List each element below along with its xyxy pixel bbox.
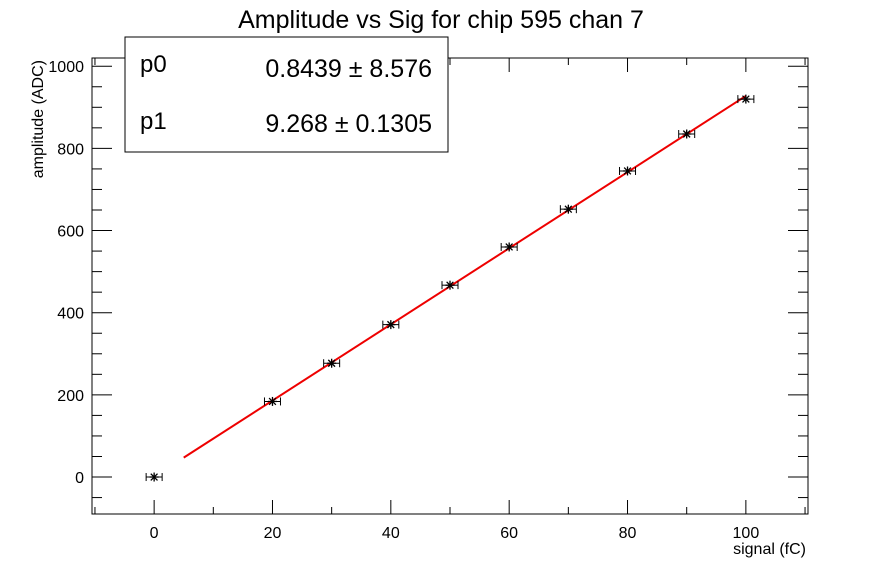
star-marker xyxy=(268,397,277,406)
data-point xyxy=(678,129,696,139)
data-point xyxy=(500,242,518,252)
data-point xyxy=(382,320,400,330)
star-marker xyxy=(386,320,395,329)
y-tick-label: 0 xyxy=(75,470,84,487)
stats-param-value: 9.268 ± 0.1305 xyxy=(265,110,432,138)
data-point xyxy=(263,396,281,406)
fit-line xyxy=(183,95,747,459)
y-tick-label: 400 xyxy=(57,306,84,323)
data-point xyxy=(145,472,163,482)
y-tick-label: 600 xyxy=(57,224,84,241)
stats-param-name: p0 xyxy=(140,51,167,78)
x-tick-label: 60 xyxy=(500,525,518,542)
x-tick-label: 100 xyxy=(733,525,760,542)
data-point xyxy=(619,166,637,176)
x-tick-label: 80 xyxy=(619,525,637,542)
star-marker xyxy=(623,167,632,175)
fit-layer xyxy=(183,95,747,459)
x-tick-label: 20 xyxy=(264,525,282,542)
y-axis-label: amplitude (ADC) xyxy=(30,60,47,178)
y-tick-label: 200 xyxy=(57,388,84,405)
chart-title: Amplitude vs Sig for chip 595 chan 7 xyxy=(238,6,644,34)
data-point xyxy=(559,204,577,214)
y-tick-label: 800 xyxy=(57,141,84,158)
star-marker xyxy=(742,95,750,103)
star-marker xyxy=(446,281,454,290)
stats-param-name: p1 xyxy=(140,108,167,135)
data-point xyxy=(441,280,459,290)
star-marker xyxy=(327,359,336,368)
star-marker xyxy=(564,205,573,214)
data-point xyxy=(323,358,341,368)
stats-box-frame xyxy=(124,36,449,153)
x-tick-label: 0 xyxy=(150,525,159,542)
x-tick-label: 40 xyxy=(382,525,400,542)
x-axis-label: signal (fC) xyxy=(733,541,806,558)
star-marker xyxy=(150,473,158,481)
stats-param-value: 0.8439 ± 8.576 xyxy=(265,55,432,83)
star-marker xyxy=(682,130,691,138)
data-points xyxy=(145,94,755,482)
stats-box: p0 0.8439 ± 8.576 p1 9.268 ± 0.1305 xyxy=(124,36,449,153)
data-point xyxy=(737,94,755,104)
star-marker xyxy=(505,243,514,251)
y-tick-label: 1000 xyxy=(48,59,84,76)
